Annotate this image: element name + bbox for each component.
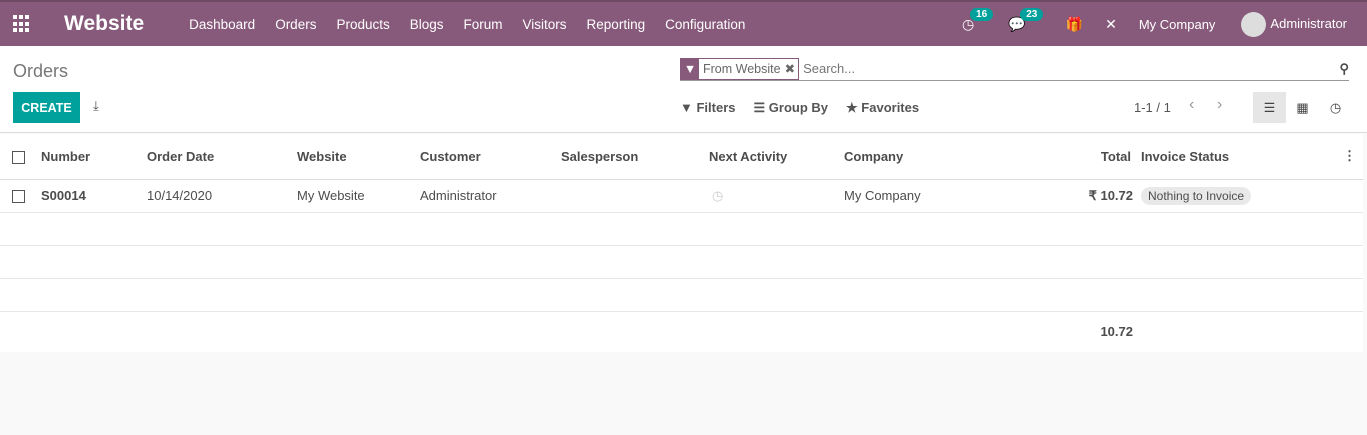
search-icon[interactable]: ⚲ bbox=[1339, 60, 1349, 76]
col-customer[interactable]: Customer bbox=[420, 134, 561, 180]
pager-previous-icon[interactable]: ‹ bbox=[1189, 96, 1195, 113]
messages-badge: 23 bbox=[1020, 7, 1044, 21]
tools-icon[interactable]: ✕ bbox=[1105, 15, 1117, 32]
col-website[interactable]: Website bbox=[297, 134, 420, 180]
top-navbar: Website Dashboard Orders Products Blogs Foru… bbox=[0, 0, 1367, 46]
col-number[interactable]: Number bbox=[41, 134, 147, 180]
list-view-icon[interactable]: ☰ bbox=[1253, 92, 1286, 123]
col-next-activity[interactable]: Next Activity bbox=[709, 134, 844, 180]
status-badge: Nothing to Invoice bbox=[1141, 187, 1252, 205]
activity-badge: 16 bbox=[970, 7, 994, 21]
user-menu[interactable]: Administrator bbox=[1241, 11, 1347, 37]
group-by-button[interactable]: ☰ Group By bbox=[753, 100, 829, 115]
menu-forum[interactable]: Forum bbox=[463, 16, 503, 32]
favorites-button[interactable]: ★ Favorites bbox=[846, 100, 920, 115]
facet-label: From Website bbox=[703, 61, 781, 76]
avatar bbox=[1241, 11, 1267, 37]
page-title: Orders bbox=[13, 61, 69, 81]
app-name: Website bbox=[64, 12, 145, 35]
cell-customer: Administrator bbox=[420, 179, 561, 213]
user-name: Administrator bbox=[1270, 15, 1347, 31]
download-icon[interactable]: ⤓ bbox=[93, 98, 99, 113]
group-by-label: Group By bbox=[768, 100, 829, 115]
cell-number: S00014 bbox=[41, 179, 147, 213]
create-button[interactable]: CREATE bbox=[13, 92, 80, 123]
search-facet: ▼ From Website ✖ bbox=[680, 57, 800, 80]
menu-visitors[interactable]: Visitors bbox=[522, 16, 567, 32]
company-switcher[interactable]: My Company bbox=[1138, 16, 1216, 32]
search-bar: ▼ From Website✖ ⚲ bbox=[680, 57, 1349, 81]
menu-products[interactable]: Products bbox=[336, 16, 390, 32]
pager-next-icon[interactable]: › bbox=[1217, 96, 1223, 113]
menu-configuration[interactable]: Configuration bbox=[665, 16, 746, 32]
col-invoice-status[interactable]: Invoice Status bbox=[1141, 134, 1343, 180]
table-header: Number Order Date Website Customer Sales… bbox=[0, 134, 1363, 180]
filters-label: Filters bbox=[696, 100, 736, 115]
menu-blogs[interactable]: Blogs bbox=[409, 16, 444, 32]
cell-salesperson bbox=[561, 179, 709, 213]
apps-menu-icon[interactable] bbox=[13, 15, 31, 33]
cell-total: ₹ 10.72 bbox=[1044, 179, 1141, 213]
control-panel: Orders CREATE ⤓ ▼ From Website✖ ⚲ ▼ Filte… bbox=[0, 46, 1367, 133]
col-total[interactable]: Total bbox=[1044, 134, 1141, 180]
pager-value[interactable]: 1-1 / 1 bbox=[1134, 100, 1171, 115]
optional-columns-icon[interactable]: ⋮ bbox=[1343, 134, 1363, 180]
col-salesperson[interactable]: Salesperson bbox=[561, 134, 709, 180]
sum-total: 10.72 bbox=[1100, 324, 1133, 340]
orders-table: Number Order Date Website Customer Sales… bbox=[0, 134, 1363, 352]
messages-icon[interactable]: 💬 23 bbox=[1008, 7, 1044, 33]
favorites-label: Favorites bbox=[861, 100, 920, 115]
table-footer: 10.72 bbox=[0, 311, 1363, 352]
cell-date: 10/14/2020 bbox=[147, 179, 297, 213]
menu-reporting[interactable]: Reporting bbox=[586, 16, 646, 32]
activity-clock-icon[interactable]: ◷ 16 bbox=[962, 7, 994, 33]
row-checkbox[interactable] bbox=[12, 190, 25, 204]
menu-dashboard[interactable]: Dashboard bbox=[189, 16, 256, 32]
remove-facet-icon[interactable]: ✖ bbox=[784, 62, 796, 76]
select-all-checkbox[interactable] bbox=[12, 150, 25, 164]
cell-company: My Company bbox=[844, 179, 1044, 213]
activity-view-icon[interactable]: ◷ bbox=[1329, 100, 1342, 115]
col-order-date[interactable]: Order Date bbox=[147, 134, 297, 180]
table-row[interactable]: S00014 10/14/2020 My Website Administrat… bbox=[0, 179, 1363, 213]
menu-orders[interactable]: Orders bbox=[275, 16, 317, 32]
filter-icon: ▼ bbox=[681, 57, 699, 80]
col-company[interactable]: Company bbox=[844, 134, 1044, 180]
kanban-view-icon[interactable]: ▦ bbox=[1296, 100, 1309, 115]
cell-website: My Website bbox=[297, 179, 420, 213]
activity-clock-icon[interactable]: ◷ bbox=[712, 187, 724, 203]
gift-icon[interactable]: 🎁 bbox=[1065, 15, 1084, 32]
filters-button[interactable]: ▼ Filters bbox=[680, 100, 736, 115]
search-input[interactable] bbox=[803, 61, 1340, 76]
